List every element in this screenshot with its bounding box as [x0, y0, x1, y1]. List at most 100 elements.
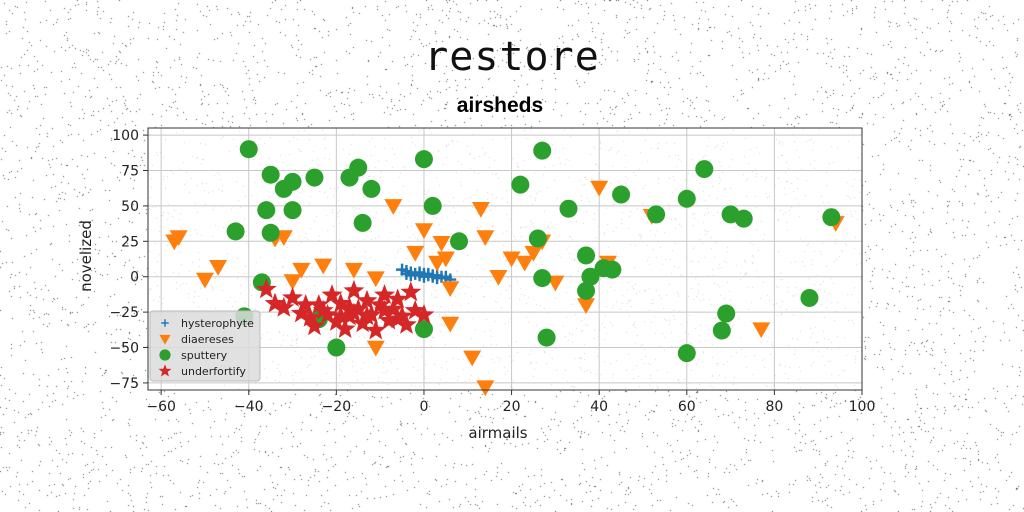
sputtery-point	[537, 328, 556, 347]
sputtery-point	[528, 229, 547, 248]
figure-suptitle: restore	[424, 34, 600, 80]
chart-title: airsheds	[456, 94, 544, 117]
x-tick-label: 40	[590, 399, 608, 415]
diaereses-point	[314, 258, 333, 275]
sputtery-point	[717, 304, 736, 323]
sputtery-point	[423, 196, 442, 215]
hysterophyte-point	[400, 267, 413, 280]
diaereses-point	[577, 298, 596, 315]
x-tick-label: 60	[678, 399, 696, 415]
sputtery-point	[577, 246, 596, 265]
underfortify-point	[387, 288, 409, 309]
diaereses-point	[441, 281, 460, 298]
diaereses-point	[524, 245, 543, 262]
underfortify-point	[413, 303, 435, 324]
sputtery-point	[327, 338, 346, 357]
axes-border	[147, 127, 863, 391]
sputtery-point	[677, 344, 696, 363]
underfortify-point	[391, 305, 413, 326]
diaereses-point	[752, 322, 771, 339]
underfortify-point	[330, 292, 352, 313]
sputtery-point	[283, 172, 302, 191]
x-tick-label: 100	[849, 399, 876, 415]
legend-marker-hysterophyte	[161, 319, 169, 327]
underfortify-point	[304, 315, 325, 336]
series-sputtery	[226, 140, 841, 363]
y-tick-label: 0	[130, 270, 139, 286]
sputtery-point	[261, 223, 280, 242]
diaereses-point	[366, 271, 385, 288]
y-tick-label: 25	[121, 234, 139, 250]
y-tick-label: 100	[112, 128, 139, 144]
underfortify-point	[299, 306, 321, 327]
diaereses-point	[169, 230, 188, 247]
underfortify-point	[295, 294, 317, 314]
diaereses-point	[344, 262, 363, 279]
y-tick-label: −75	[109, 376, 139, 392]
underfortify-point	[374, 299, 395, 320]
series-hysterophyte	[396, 263, 457, 286]
underfortify-point	[264, 292, 286, 313]
sputtery-point	[695, 160, 714, 179]
hysterophyte-point	[417, 267, 430, 280]
sputtery-point	[577, 281, 596, 300]
x-tick-label: 20	[503, 399, 521, 415]
sputtery-point	[353, 213, 372, 232]
underfortify-point	[369, 294, 391, 314]
x-tick-label: −40	[234, 399, 264, 415]
y-tick-label: −50	[109, 341, 139, 357]
diaereses-point	[384, 199, 403, 215]
diaereses-point	[590, 180, 609, 197]
underfortify-point	[308, 294, 330, 314]
series-underfortify	[255, 278, 435, 340]
x-tick-label: −20	[322, 399, 352, 415]
underfortify-point	[312, 299, 334, 320]
diaereses-point	[515, 255, 534, 272]
sputtery-point	[559, 199, 578, 218]
sputtery-point	[283, 201, 302, 220]
diaereses-point	[414, 223, 433, 239]
hysterophyte-point	[426, 269, 439, 282]
x-tick-label: −60	[146, 399, 176, 415]
sputtery-point	[305, 168, 324, 187]
underfortify-point	[374, 284, 395, 304]
underfortify-point	[334, 318, 356, 338]
diaereses-point	[463, 350, 482, 367]
sputtery-point	[533, 141, 552, 160]
x-tick-label: 0	[420, 399, 429, 415]
legend: hysterophyte diaereses sputtery underfortif…	[149, 310, 261, 382]
diaereses-point	[283, 274, 302, 290]
legend-marker-sputtery	[159, 349, 171, 361]
sputtery-point	[362, 179, 381, 198]
sputtery-point	[581, 267, 600, 286]
axes-frame	[143, 127, 863, 395]
sputtery-point	[612, 185, 631, 204]
underfortify-point	[387, 308, 409, 329]
underfortify-point	[356, 305, 378, 326]
sputtery-point	[239, 140, 258, 159]
diaereses-point	[432, 235, 451, 252]
diaereses-point	[476, 230, 495, 247]
diaereses-point	[406, 245, 425, 262]
sputtery-point	[349, 158, 368, 177]
hysterophyte-point	[439, 270, 452, 283]
underfortify-point	[273, 296, 295, 317]
diaereses-point	[502, 251, 521, 268]
sputtery-point	[450, 232, 469, 251]
underfortify-point	[356, 289, 378, 310]
underfortify-point	[321, 284, 343, 304]
legend-label-hysterophyte: hysterophyte	[181, 317, 254, 330]
diaereses-point	[209, 260, 228, 276]
y-tick-label: 75	[121, 163, 139, 179]
underfortify-point	[365, 319, 387, 340]
diaereses-point	[436, 251, 455, 268]
underfortify-point	[330, 305, 352, 326]
sputtery-point	[261, 165, 280, 184]
legend-label-diaereses: diaereses	[181, 333, 234, 346]
underfortify-point	[378, 309, 400, 330]
y-axis-label: novelized	[77, 220, 95, 292]
sputtery-point	[603, 260, 622, 279]
sputtery-point	[414, 320, 433, 339]
underfortify-point	[404, 299, 426, 320]
